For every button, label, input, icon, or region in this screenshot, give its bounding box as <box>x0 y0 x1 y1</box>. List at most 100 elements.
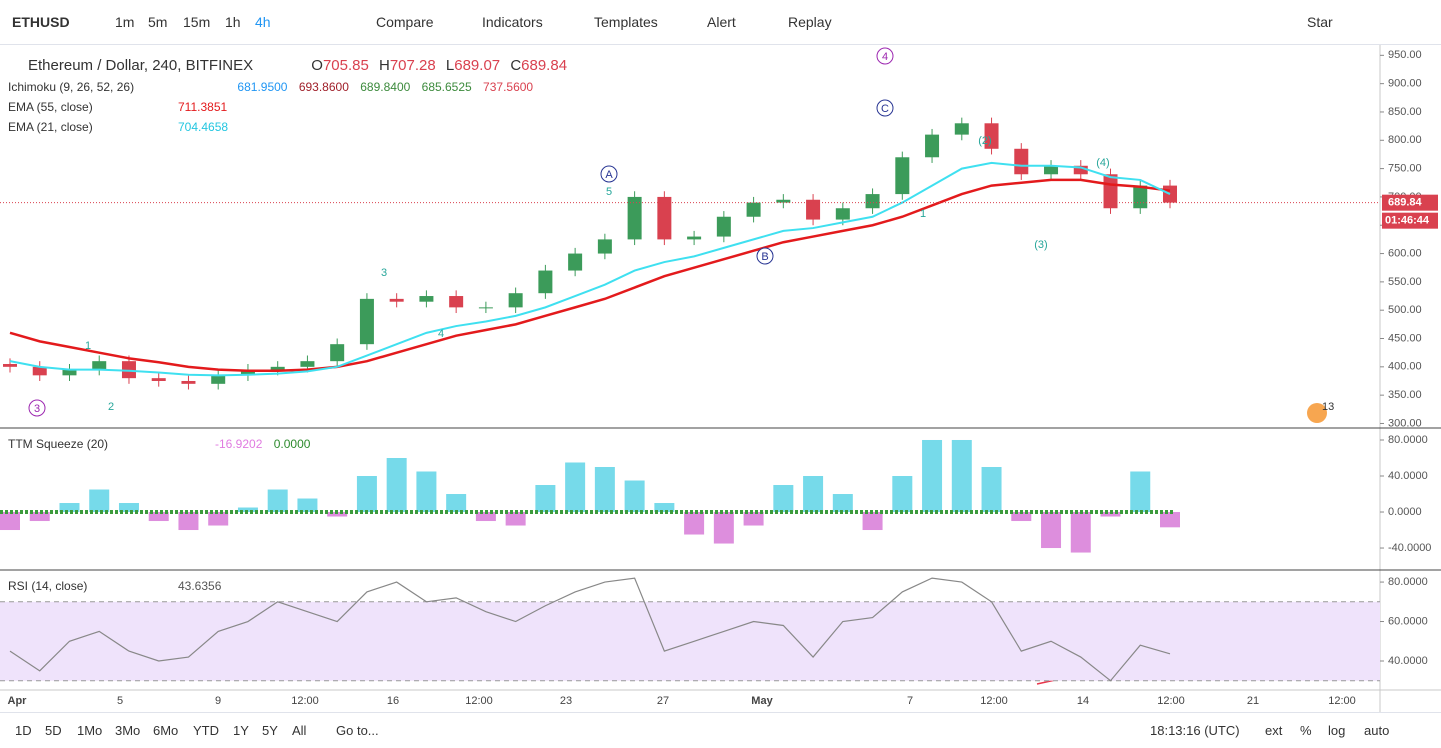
wave-label: 3 <box>34 403 40 415</box>
candle-body <box>151 378 166 381</box>
indicator-name[interactable]: RSI (14, close) <box>8 579 88 593</box>
time-axis-label: 16 <box>387 695 399 707</box>
y-tick-label: 600.00 <box>1388 247 1422 259</box>
y-tick-label: 800.00 <box>1388 134 1422 146</box>
candle-body <box>359 298 374 345</box>
y-tick-label: 300.00 <box>1388 417 1422 429</box>
range-button[interactable]: 3Mo <box>115 723 141 738</box>
wave-circle <box>756 247 774 265</box>
candle-body <box>121 361 136 379</box>
squeeze-bar <box>237 507 258 513</box>
squeeze-bar <box>922 439 943 513</box>
event-badge-count: 13 <box>1322 401 1334 413</box>
candle-body <box>1014 148 1029 175</box>
interval[interactable]: 4h <box>255 14 271 30</box>
scale-option[interactable]: auto <box>1364 723 1390 738</box>
ohlc-label: L <box>445 57 455 74</box>
y-tick-label: 80.0000 <box>1388 576 1428 588</box>
indicator-name[interactable]: EMA (55, close) <box>8 100 93 114</box>
candle-body <box>1044 165 1059 175</box>
indicator-name[interactable]: Ichimoku (9, 26, 52, 26) <box>8 80 135 94</box>
event-badge[interactable] <box>1307 403 1327 423</box>
y-tick-label: 400.00 <box>1388 361 1422 373</box>
last-price-box <box>1382 194 1438 211</box>
range-button[interactable]: All <box>292 723 307 738</box>
candle-body <box>984 123 999 149</box>
candle-body <box>865 194 880 209</box>
time-axis-label: 12:00 <box>291 695 319 707</box>
indicator-value: 737.5600 <box>483 80 534 94</box>
squeeze-bar <box>89 489 110 513</box>
squeeze-bar <box>535 485 556 513</box>
candle-body <box>1073 165 1088 175</box>
candle-body <box>806 199 821 220</box>
squeeze-bar <box>208 512 229 526</box>
range-button[interactable]: 1Y <box>233 723 249 738</box>
scale-option[interactable]: % <box>1300 723 1312 738</box>
ichimoku-legend: Ichimoku (9, 26, 52, 26) 681.9500 693.86… <box>8 80 533 94</box>
squeeze-bar <box>951 439 972 513</box>
symbol[interactable]: ETHUSD <box>12 14 70 30</box>
squeeze-bar <box>1041 512 1062 549</box>
squeeze-bar <box>416 471 437 513</box>
y-tick-label: 40.0000 <box>1388 470 1428 482</box>
squeeze-bar <box>118 503 139 513</box>
candle-body <box>687 236 702 240</box>
symbol-title: Ethereum / Dollar, 240, BITFINEX <box>28 57 254 74</box>
candle-body <box>1133 185 1148 209</box>
range-button[interactable]: 5Y <box>262 723 278 738</box>
interval[interactable]: 15m <box>183 14 211 30</box>
toolbar-button[interactable]: Compare <box>376 14 434 30</box>
ohlc-value: 689.84 <box>521 57 568 74</box>
candle-body <box>240 369 255 376</box>
ohlc-value: 707.28 <box>389 57 436 74</box>
indicator-value: 681.9500 <box>237 80 288 94</box>
indicator-value: 693.8600 <box>298 80 349 94</box>
y-tick-label: 350.00 <box>1388 389 1422 401</box>
toolbar-button[interactable]: Replay <box>788 14 832 30</box>
range-button[interactable]: 5D <box>45 723 62 738</box>
last-price-label: 689.84 <box>1388 197 1423 209</box>
candle-body <box>62 369 77 376</box>
interval[interactable]: 5m <box>148 14 168 30</box>
wave-label: C <box>881 103 889 115</box>
range-button[interactable]: YTD <box>193 723 219 738</box>
ohlc-label: O <box>311 57 323 74</box>
y-tick-label: 750.00 <box>1388 163 1422 175</box>
range-button[interactable]: 1Mo <box>77 723 103 738</box>
toolbar-button[interactable]: Indicators <box>482 14 543 30</box>
countdown-label: 01:46:44 <box>1385 215 1430 227</box>
toolbar-button[interactable]: Alert <box>707 14 736 30</box>
scale-option[interactable]: log <box>1328 723 1346 738</box>
candle-body <box>716 216 731 237</box>
candle-body <box>478 307 493 309</box>
candle-body <box>389 298 404 302</box>
indicator-value: 43.6356 <box>178 579 222 593</box>
candle-body <box>657 196 672 240</box>
wave-label: 5 <box>606 186 612 198</box>
time-axis-label: 27 <box>657 695 669 707</box>
candle-body <box>895 157 910 195</box>
squeeze-bar <box>297 498 318 513</box>
goto-button[interactable]: Go to... <box>336 723 379 738</box>
bottom-toolbar: 1D 5D 1Mo 3Mo 6Mo YTD 1Y 5Y All Go to...… <box>0 712 1441 748</box>
candle-body <box>3 364 17 367</box>
squeeze-bar <box>1011 512 1032 522</box>
wave-circle <box>600 165 618 183</box>
candle-body <box>300 361 315 367</box>
indicator-name[interactable]: TTM Squeeze (20) <box>8 437 109 451</box>
time-axis-label: 21 <box>1247 695 1259 707</box>
ema55-legend: EMA (55, close) 711.3851 <box>8 100 227 114</box>
interval[interactable]: 1h <box>225 14 241 30</box>
scale-option[interactable]: ext <box>1265 723 1283 738</box>
y-tick-label: 950.00 <box>1388 49 1422 61</box>
squeeze-bar <box>505 512 526 526</box>
toolbar-button[interactable]: Templates <box>594 14 658 30</box>
star-button[interactable]: Star <box>1307 14 1333 30</box>
interval[interactable]: 1m <box>115 14 135 30</box>
indicator-name[interactable]: EMA (21, close) <box>8 120 93 134</box>
range-button[interactable]: 6Mo <box>153 723 179 738</box>
wave-circle <box>28 399 46 417</box>
range-button[interactable]: 1D <box>15 723 32 738</box>
squeeze-bar <box>713 512 734 544</box>
